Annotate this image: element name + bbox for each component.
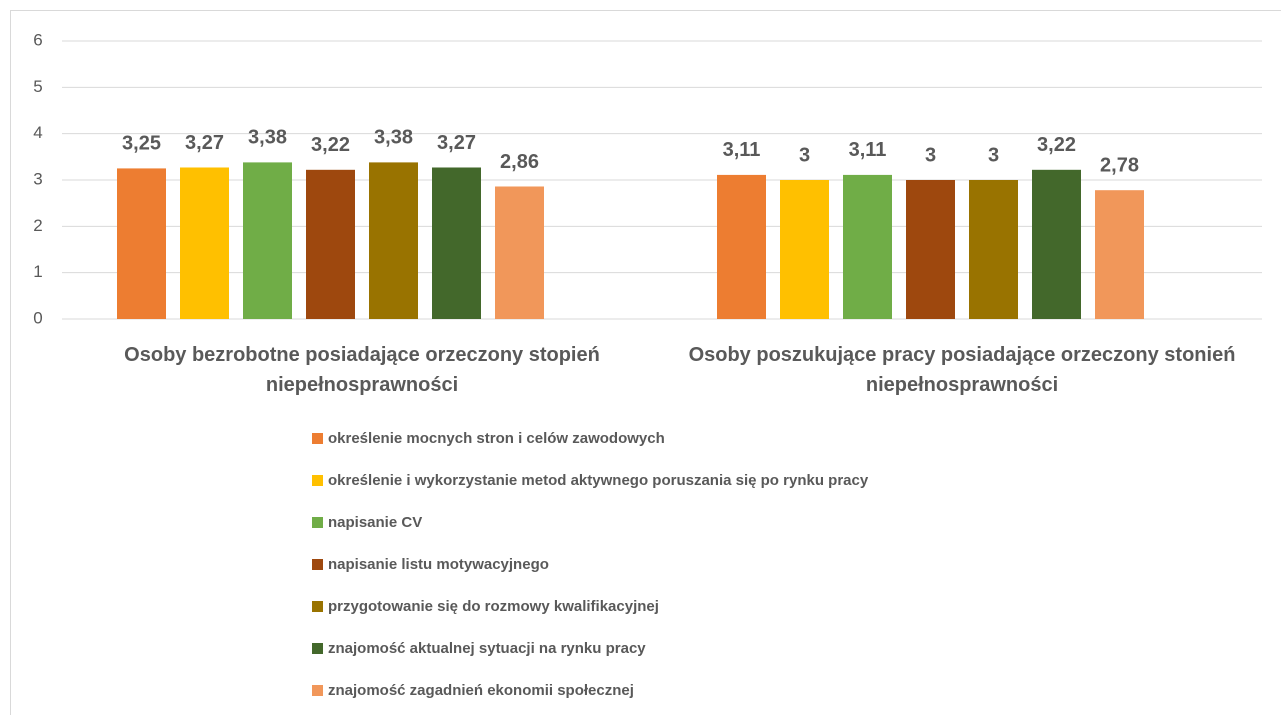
bar	[1095, 190, 1144, 319]
legend-label: określenie i wykorzystanie metod aktywne…	[328, 471, 869, 489]
y-tick-label: 5	[33, 77, 42, 96]
bar	[843, 174, 892, 319]
legend-swatch	[312, 432, 323, 444]
value-label: 3,11	[723, 139, 761, 161]
legend-item: znajomość aktualnej sytuacji na rynku pr…	[312, 638, 646, 658]
value-label: 2,78	[1100, 154, 1139, 176]
bar	[1032, 169, 1081, 319]
bar	[180, 167, 229, 319]
bar	[717, 174, 766, 319]
legend-label: napisanie CV	[328, 513, 423, 531]
legend-label: znajomość aktualnej sytuacji na rynku pr…	[328, 639, 646, 657]
legend-item: określenie i wykorzystanie metod aktywne…	[312, 470, 868, 490]
value-label: 3	[799, 144, 810, 166]
legend-swatch	[312, 474, 323, 486]
legend-label: znajomość zagadnień ekonomii społecznej	[328, 681, 634, 699]
value-label: 3,27	[437, 132, 476, 154]
value-label: 3,22	[311, 134, 350, 156]
legend-swatch	[312, 516, 323, 528]
legend-item: przygotowanie się do rozmowy kwalifikacy…	[312, 596, 659, 616]
y-tick-label: 6	[33, 30, 42, 49]
bar	[780, 180, 829, 319]
value-label: 3,22	[1037, 134, 1076, 156]
value-label: 3,27	[185, 132, 224, 154]
value-label: 3,25	[122, 133, 161, 155]
legend-label: napisanie listu motywacyjnego	[328, 555, 549, 573]
value-label: 3,11	[849, 139, 887, 161]
value-label: 3,38	[248, 127, 287, 149]
y-tick-label: 1	[33, 262, 42, 281]
legend-item: napisanie listu motywacyjnego	[312, 554, 549, 574]
legend-swatch	[312, 684, 323, 696]
bar	[969, 180, 1018, 319]
value-label: 3	[925, 144, 936, 166]
legend-item: napisanie CV	[312, 512, 422, 532]
y-tick-label: 4	[33, 123, 42, 142]
bar	[906, 180, 955, 319]
legend-item: określenie mocnych stron i celów zawodow…	[312, 428, 665, 448]
value-label: 3,38	[374, 127, 413, 149]
chart-border	[10, 10, 1281, 715]
y-tick-label: 3	[33, 169, 42, 188]
legend-swatch	[312, 642, 323, 654]
legend-label: określenie mocnych stron i celów zawodow…	[328, 429, 665, 447]
y-tick-label: 0	[33, 308, 42, 327]
value-label: 2,86	[500, 151, 539, 173]
bar	[117, 168, 166, 319]
legend-item: znajomość zagadnień ekonomii społecznej	[312, 680, 634, 700]
bar	[243, 162, 292, 319]
legend-swatch	[312, 558, 323, 570]
bar	[432, 167, 481, 319]
legend-swatch	[312, 600, 323, 612]
bar	[306, 169, 355, 319]
legend-label: przygotowanie się do rozmowy kwalifikacy…	[328, 597, 659, 615]
value-label: 3	[988, 144, 999, 166]
x-tick-label: Osoby poszukujące pracy posiadające orze…	[688, 344, 1236, 396]
y-tick-label: 2	[33, 216, 42, 235]
bar	[369, 162, 418, 319]
x-tick-label: Osoby bezrobotne posiadające orzeczony s…	[124, 344, 600, 396]
bar	[495, 186, 544, 319]
